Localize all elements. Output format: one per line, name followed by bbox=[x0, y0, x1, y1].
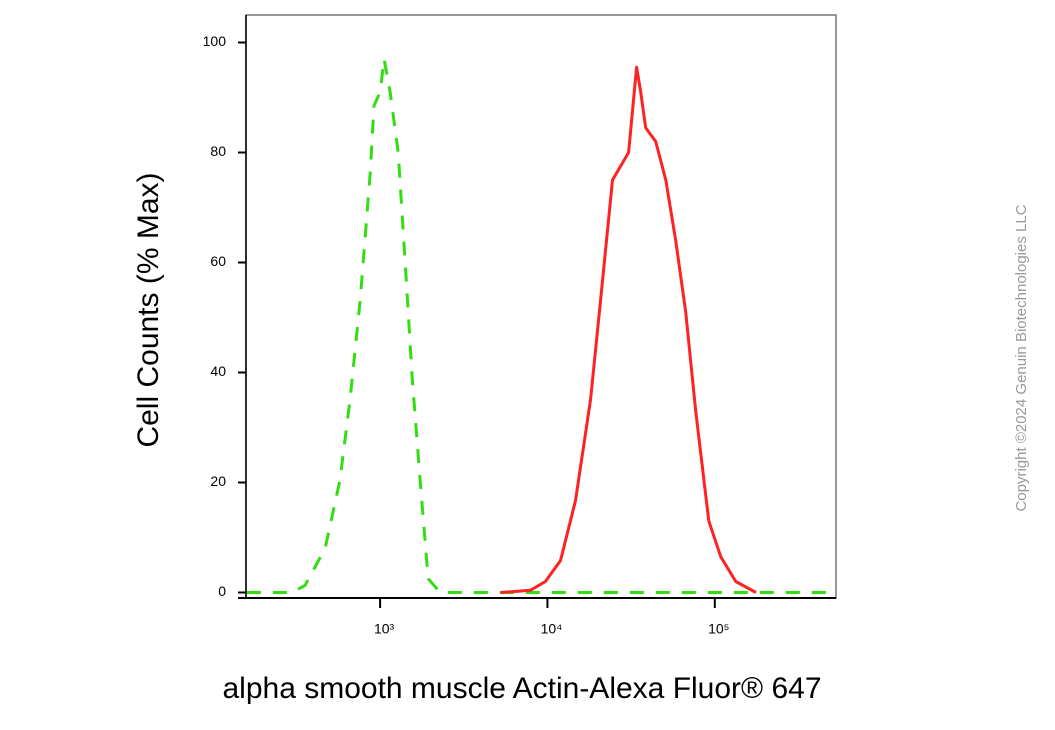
y-axis-label: Cell Counts (% Max) bbox=[132, 172, 165, 447]
y-tick-label: 0 bbox=[218, 583, 226, 599]
x-axis-label: alpha smooth muscle Actin-Alexa Fluor® 6… bbox=[222, 672, 821, 705]
histogram-line bbox=[500, 65, 757, 594]
y-tick-label: 100 bbox=[203, 33, 227, 49]
y-tick-label: 40 bbox=[210, 363, 226, 379]
histogram-line bbox=[246, 57, 836, 594]
y-tick-label: 80 bbox=[210, 143, 226, 159]
x-tick-label: 10³ bbox=[374, 621, 395, 637]
y-tick-label: 20 bbox=[210, 473, 226, 489]
y-tick-label: 60 bbox=[210, 253, 226, 269]
x-tick-label: 10⁴ bbox=[541, 621, 563, 637]
copyright: Copyright ©2024 Genuin Biotechnologies L… bbox=[1013, 204, 1030, 511]
x-tick-label: 10⁵ bbox=[708, 621, 729, 637]
